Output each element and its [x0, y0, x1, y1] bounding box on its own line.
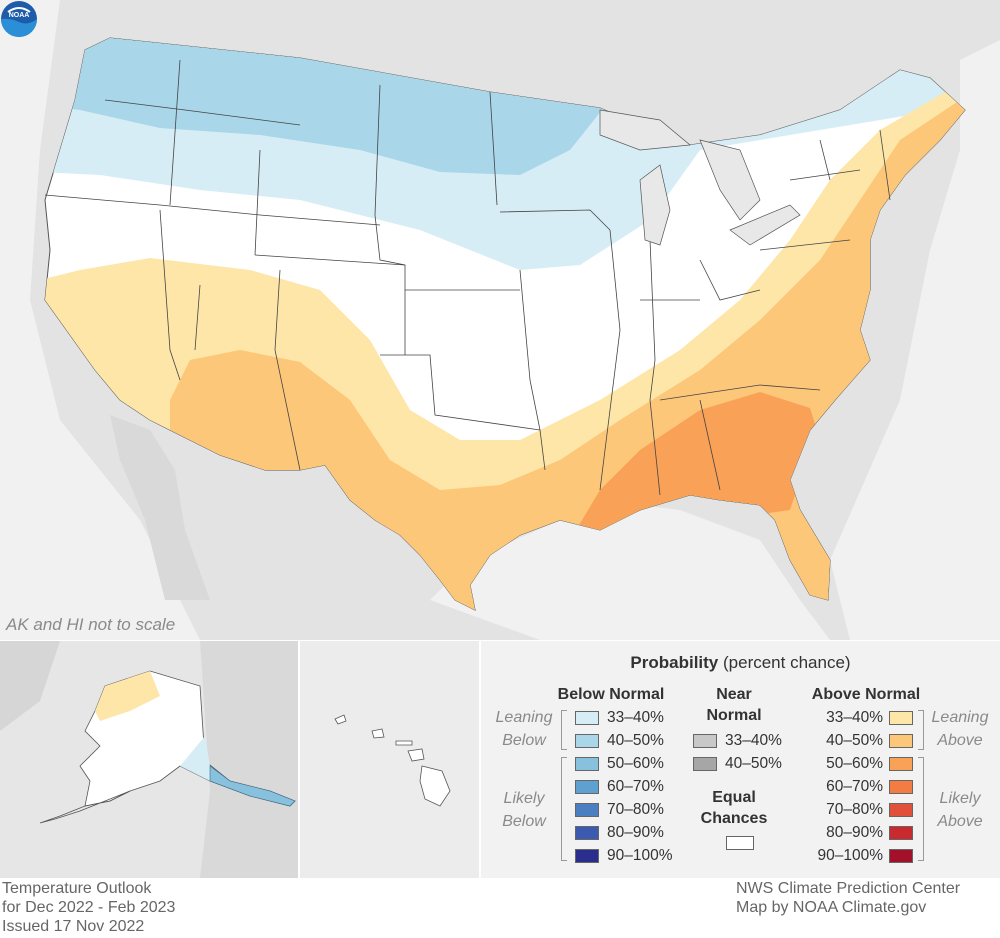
russia-land: [0, 641, 60, 731]
atlantic-ocean: [830, 40, 1000, 640]
equal-chances-heading: Equal Chances: [700, 789, 768, 827]
ak-below-50-60: [209, 765, 296, 807]
molokai-island: [395, 740, 413, 746]
legend-above-80-90: 80–90%: [811, 823, 913, 843]
lake-superior: [599, 109, 691, 151]
legend-above-60-70: 60–70%: [811, 777, 913, 797]
legend-below-33-40: 33–40%: [575, 708, 664, 728]
legend-above-40-50: 40–50%: [811, 731, 913, 751]
legend-below-80-90: 80–90%: [575, 823, 664, 843]
swatch: [575, 711, 599, 725]
alaska-inset: [0, 641, 298, 878]
oahu-island: [371, 728, 385, 739]
footer-issued: Issued 17 Nov 2022: [2, 918, 145, 935]
legend-below-60-70: 60–70%: [575, 777, 664, 797]
likely-below-label: Likely Below: [502, 790, 546, 830]
maui-island: [407, 748, 425, 762]
footer-period: for Dec 2022 - Feb 2023: [2, 899, 176, 916]
ak-below-33-40: [180, 736, 230, 781]
likely-above-label: Likely Above: [937, 790, 983, 830]
pacific-ocean: [0, 0, 200, 640]
noaa-logo-icon: NOAA: [1, 1, 37, 37]
equal-chances-swatch: [726, 836, 754, 850]
lake-erie: [729, 204, 801, 246]
below-normal-heading: Below Normal: [557, 686, 665, 703]
leaning-below-label: Leaning Below: [495, 709, 553, 749]
state-borders: [44, 59, 891, 496]
above-normal-heading: Above Normal: [811, 686, 921, 703]
alaska-map-svg: [0, 641, 298, 878]
likely-below-bracket: [561, 757, 567, 861]
legend-above-33-40: 33–40%: [811, 708, 913, 728]
gulf-of-mexico: [430, 500, 830, 640]
footer-outlook-info: Temperature Outlook for Dec 2022 - Feb 2…: [2, 879, 175, 936]
big-island: [419, 765, 451, 807]
svg-text:NOAA: NOAA: [9, 12, 30, 19]
kauai-island: [334, 714, 347, 725]
legend-below-40-50: 40–50%: [575, 731, 664, 751]
lake-huron: [699, 139, 761, 221]
main-map: AK and HI not to scale NOAA: [0, 0, 1000, 640]
leaning-below-bracket: [561, 710, 567, 750]
legend: Probability (percent chance) Below Norma…: [481, 641, 1000, 878]
footer-source: NWS Climate Prediction Center: [736, 880, 961, 897]
legend-above-90-100: 90–100%: [797, 846, 913, 866]
legend-near-40-50: 40–50%: [693, 754, 782, 774]
legend-below-90-100: 90–100%: [575, 846, 673, 866]
footer-map-credit: Map by NOAA Climate.gov: [736, 899, 927, 916]
legend-above-70-80: 70–80%: [811, 800, 913, 820]
legend-title: Probability (percent chance): [630, 653, 851, 672]
above-50-60-region: [570, 392, 820, 540]
hawaii-inset: [300, 641, 479, 878]
canada-yukon: [200, 641, 298, 878]
baja-peninsula: [110, 415, 210, 600]
ak-above-33-40: [95, 671, 160, 721]
scale-note: AK and HI not to scale: [6, 615, 176, 634]
hawaii-map-svg: [300, 641, 479, 878]
footer-credits: NWS Climate Prediction Center Map by NOA…: [736, 879, 960, 917]
lake-michigan: [639, 164, 671, 246]
aleutian-islands: [39, 790, 131, 824]
legend-below-70-80: 70–80%: [575, 800, 664, 820]
near-normal-heading: Near Normal: [706, 686, 762, 724]
conus-map-svg: [0, 0, 1000, 640]
footer-title: Temperature Outlook: [2, 880, 152, 897]
leaning-above-label: Leaning Above: [931, 709, 989, 749]
legend-below-50-60: 50–60%: [575, 754, 664, 774]
legend-near-33-40: 33–40%: [693, 731, 782, 751]
legend-above-50-60: 50–60%: [811, 754, 913, 774]
likely-above-bracket: [918, 757, 924, 861]
leaning-above-bracket: [918, 710, 924, 750]
